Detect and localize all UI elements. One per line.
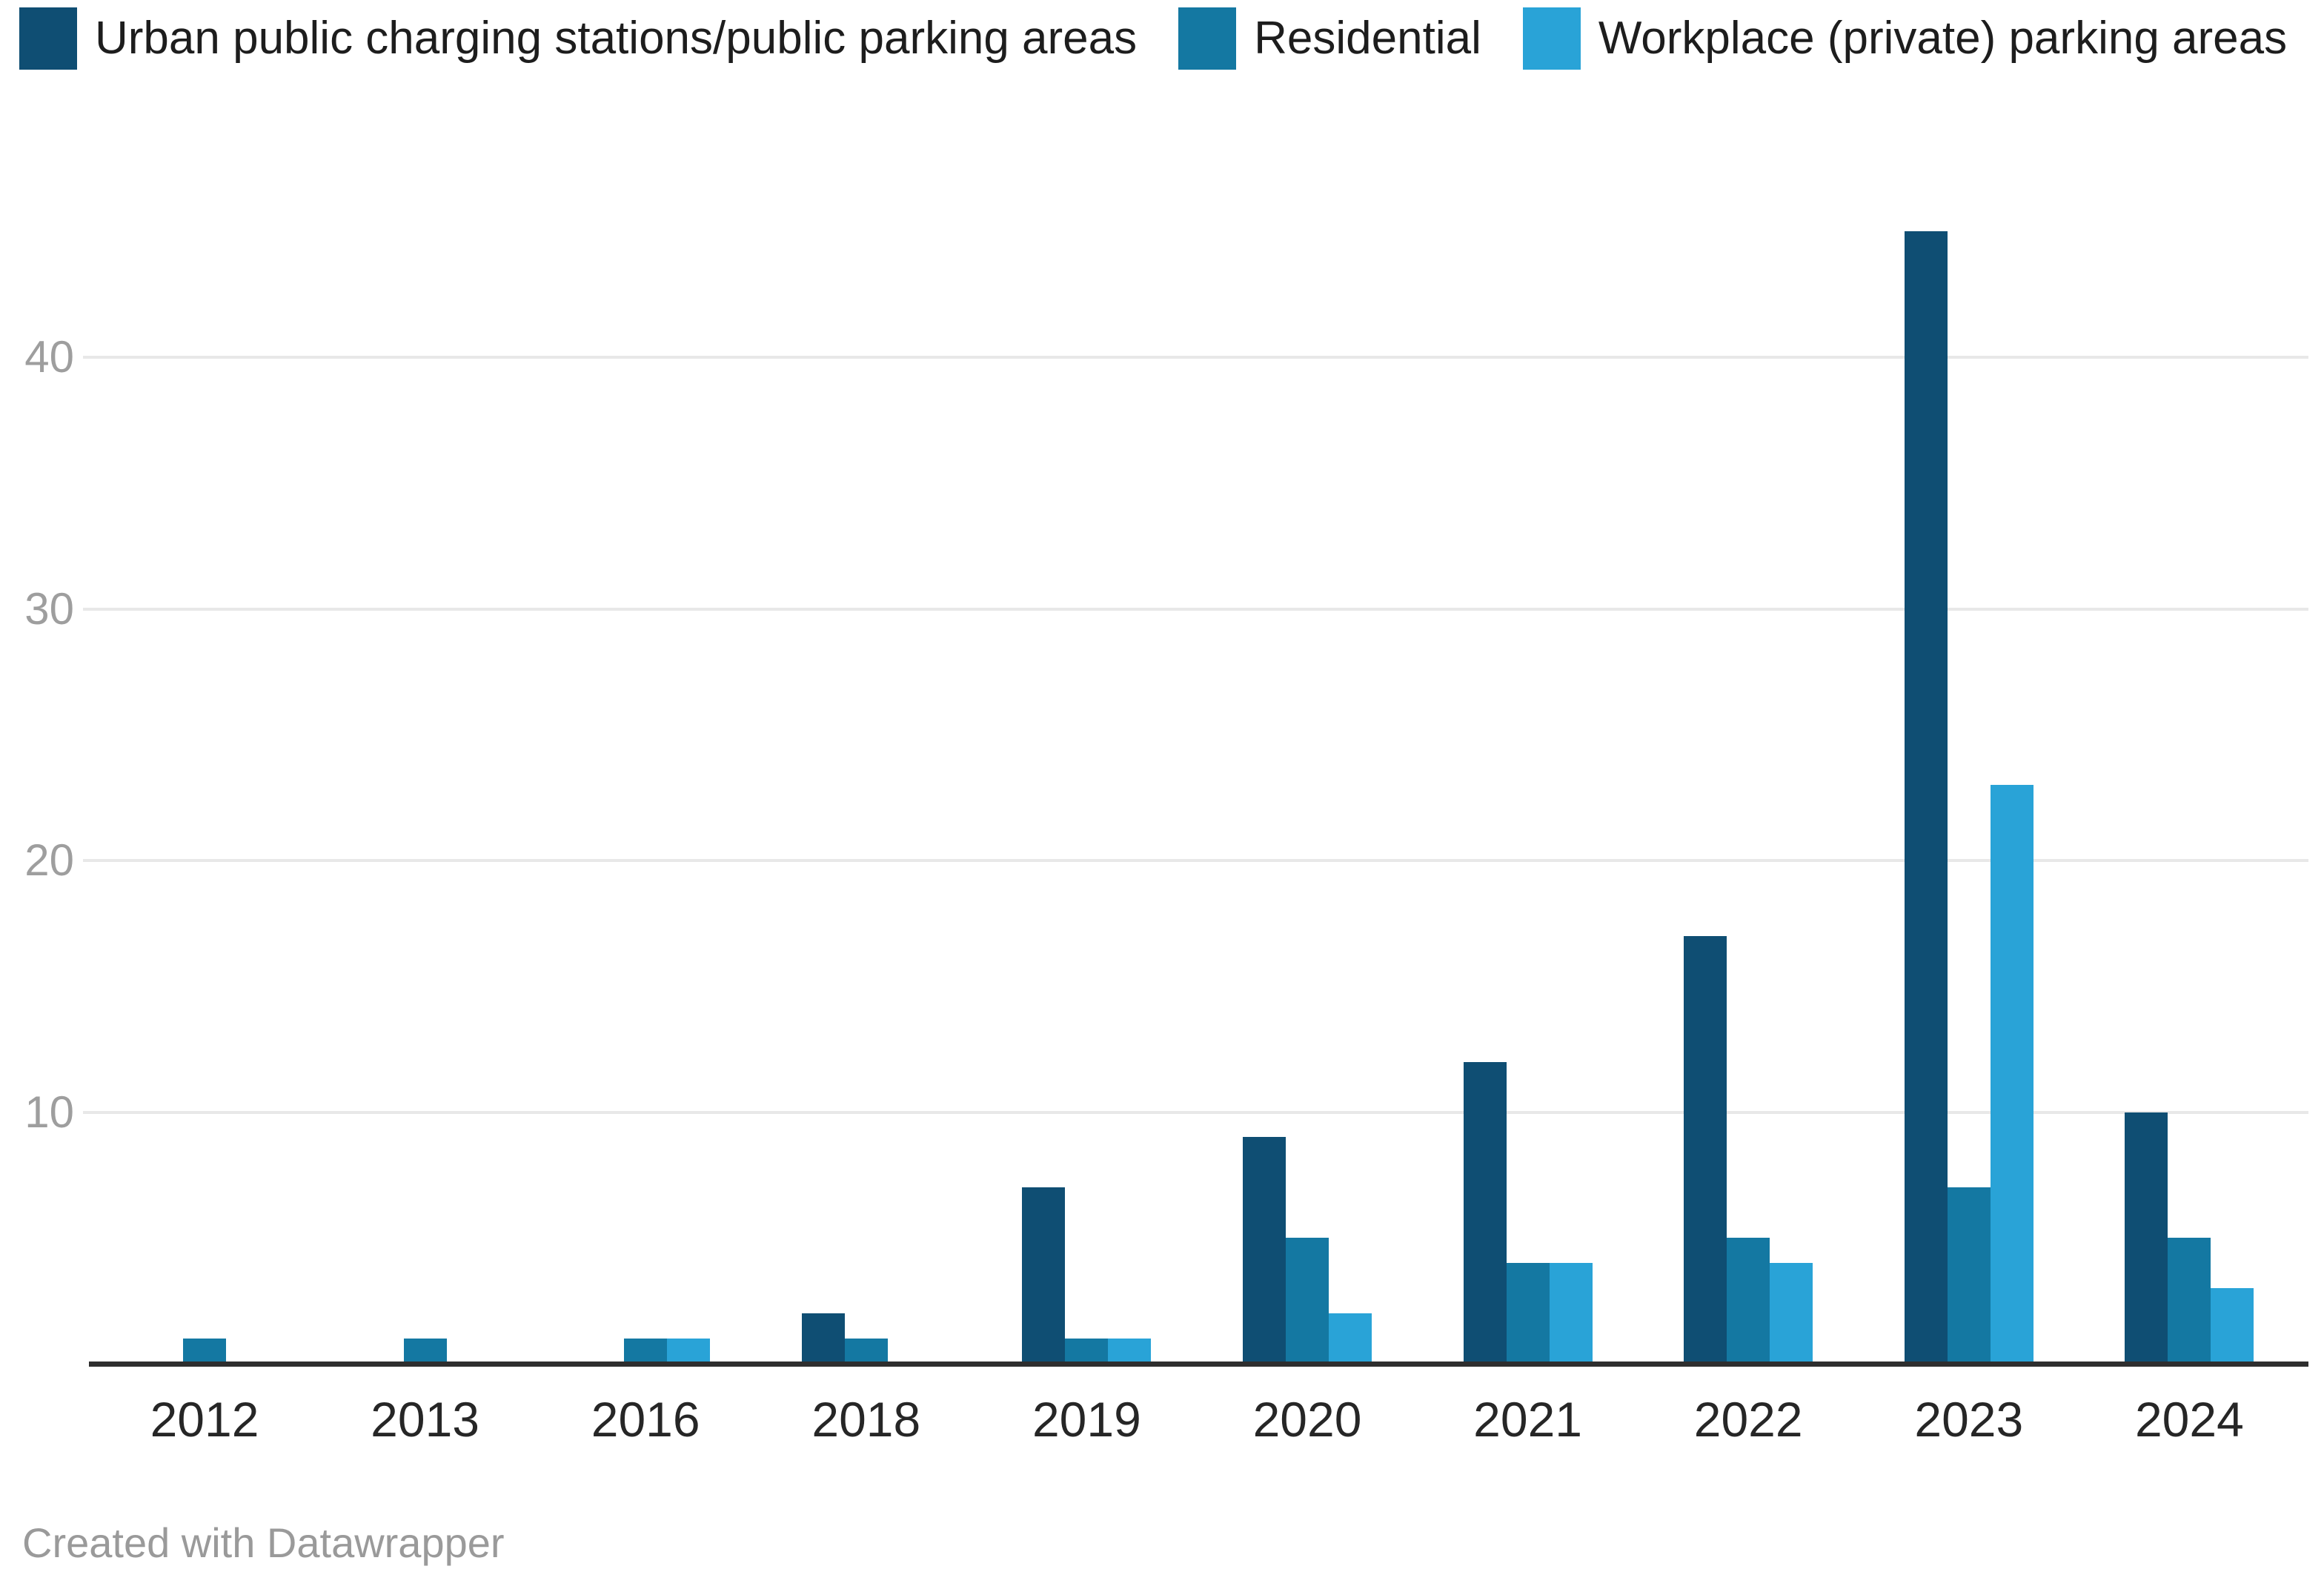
attribution-text: Created with Datawrapper [22,1519,505,1566]
bar-2016-series-2 [667,1339,711,1364]
bar-2012-series-1 [183,1339,226,1364]
gridline-y-40 [83,356,2308,359]
legend-label-workplace: Workplace (private) parking areas [1598,13,2288,64]
x-axis-tick-2012: 2012 [150,1392,259,1447]
x-axis-tick-2024: 2024 [2134,1392,2244,1447]
bar-2021-series-0 [1463,1061,1507,1364]
legend-item-workplace: Workplace (private) parking areas [1522,7,2288,70]
bar-2023-series-1 [1947,1187,1991,1364]
x-axis-line [89,1362,2308,1367]
legend-swatch-urban-icon [19,7,77,70]
x-axis-tick-2021: 2021 [1473,1392,1582,1447]
y-axis-tick-40: 40 [24,332,74,382]
x-axis-tick-2018: 2018 [811,1392,921,1447]
bar-2024-series-2 [2211,1288,2254,1364]
y-axis-tick-20: 20 [24,835,74,885]
y-axis-tick-10: 10 [24,1087,74,1137]
bar-2023-series-2 [1990,785,2034,1364]
bar-2021-series-2 [1549,1263,1593,1364]
x-axis-tick-2020: 2020 [1252,1392,1362,1447]
legend-item-residential: Residential [1178,7,1481,70]
bar-2019-series-0 [1022,1187,1066,1364]
bar-2022-series-0 [1684,935,1727,1364]
legend-swatch-residential-icon [1178,7,1237,70]
legend-label-urban: Urban public charging stations/public pa… [95,13,1138,64]
bar-2024-series-1 [2168,1238,2211,1364]
bar-2018-series-0 [801,1313,845,1364]
legend-label-residential: Residential [1254,13,1481,64]
legend: Urban public charging stations/public pa… [19,7,2287,70]
x-axis-tick-2013: 2013 [371,1392,479,1447]
bar-2018-series-1 [844,1339,888,1364]
legend-swatch-workplace-icon [1522,7,1581,70]
bar-2013-series-1 [403,1339,447,1364]
bar-2019-series-2 [1108,1339,1152,1364]
x-axis-tick-2019: 2019 [1032,1392,1141,1447]
gridline-y-10 [83,1110,2308,1114]
bar-2020-series-0 [1243,1137,1286,1364]
bar-2019-series-1 [1065,1339,1109,1364]
gridline-y-30 [83,607,2308,611]
x-axis-tick-2022: 2022 [1693,1392,1803,1447]
x-axis-tick-2016: 2016 [591,1392,700,1447]
bar-2020-series-2 [1329,1313,1372,1364]
bar-2020-series-1 [1286,1238,1329,1364]
bar-2021-series-1 [1506,1263,1550,1364]
y-axis-tick-30: 30 [24,583,74,634]
bar-2022-series-1 [1727,1238,1770,1364]
bar-2022-series-2 [1770,1263,1813,1364]
bar-2024-series-0 [2125,1112,2168,1364]
bar-2023-series-0 [1904,231,1948,1364]
x-axis-tick-2023: 2023 [1914,1392,2024,1447]
bar-2016-series-1 [624,1339,668,1364]
legend-item-urban: Urban public charging stations/public pa… [19,7,1137,70]
gridline-y-20 [83,859,2308,862]
